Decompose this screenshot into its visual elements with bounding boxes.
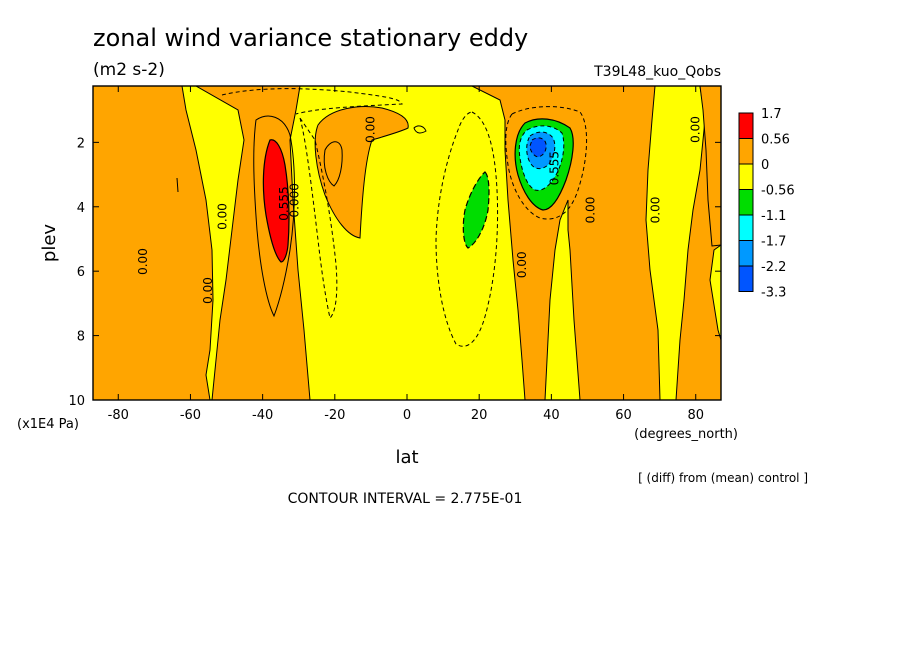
plot-area xyxy=(93,86,721,400)
x-axis: -80 -60 -40 -20 0 20 40 60 80 xyxy=(108,86,704,423)
diff-note: [ (diff) from (mean) control ] xyxy=(638,471,808,485)
y-axis-label: plev xyxy=(39,224,60,263)
legend-level: -0.56 xyxy=(761,184,795,199)
y-axis-units: (x1E4 Pa) xyxy=(17,417,79,432)
legend-level: 0 xyxy=(761,158,769,173)
positive-region-north-edge xyxy=(699,86,721,247)
contour-label: 0.00 xyxy=(201,277,215,304)
positive-region-southpole xyxy=(93,86,214,400)
legend-swatch xyxy=(738,240,754,267)
contour-label: 0.555 xyxy=(277,186,291,220)
x-tick-label: -40 xyxy=(252,408,273,423)
legend-level: 0.56 xyxy=(761,133,790,148)
negative-core-blue xyxy=(529,137,547,158)
positive-region-tropical-lobe xyxy=(314,106,409,239)
legend-swatch xyxy=(738,112,754,139)
contour-label: 0.00 xyxy=(136,248,150,275)
x-tick-label: 80 xyxy=(687,408,704,423)
negative-contour-tropical xyxy=(435,111,499,347)
x-tick-label: 60 xyxy=(615,408,632,423)
negative-contour-south xyxy=(299,117,338,319)
x-tick-label: -60 xyxy=(180,408,201,423)
contour-label: 0.000 xyxy=(288,183,302,217)
chart-title: zonal wind variance stationary eddy xyxy=(93,24,528,52)
y-tick-label: 2 xyxy=(77,136,85,151)
contour-labels: 0.000.000.000.000.000.00 0.000.000.5550.0… xyxy=(136,116,702,304)
positive-contour-south xyxy=(253,115,295,318)
y-tick-label: 10 xyxy=(68,394,85,409)
legend-swatch xyxy=(738,214,754,241)
legend-swatch xyxy=(738,265,754,292)
legend-level: -3.3 xyxy=(761,286,786,301)
contour-label: 0.00 xyxy=(216,203,230,230)
legend-level: -2.2 xyxy=(761,260,786,275)
color-legend: 1.7 0.56 0 -0.56 -1.1 -1.7 -2.2 -3.3 xyxy=(738,107,795,301)
contour-label: 0.00 xyxy=(364,116,378,143)
y-axis: 2 4 6 8 10 xyxy=(68,136,721,409)
legend-swatch xyxy=(738,163,754,190)
x-tick-label: -80 xyxy=(108,408,129,423)
x-axis-units: (degrees_north) xyxy=(634,427,738,442)
chart-units: (m2 s-2) xyxy=(93,60,165,80)
strong-positive-core xyxy=(262,139,290,263)
x-tick-label: -20 xyxy=(324,408,345,423)
contour-southern-tick xyxy=(176,177,179,193)
contour-label: 0.00 xyxy=(688,116,702,143)
x-tick-label: 20 xyxy=(471,408,488,423)
contour-label: 0.00 xyxy=(649,197,663,224)
positive-contour-lobe-inner xyxy=(323,141,343,187)
y-tick-label: 4 xyxy=(77,201,85,216)
y-tick-label: 6 xyxy=(77,265,85,280)
negative-contour-north xyxy=(505,106,587,220)
legend-level: 1.7 xyxy=(761,107,782,122)
legend-swatch xyxy=(738,138,754,165)
contour-label: 0.00 xyxy=(515,251,529,278)
run-label: T39L48_kuo_Qobs xyxy=(593,64,721,80)
contour-label: 0.00 xyxy=(584,197,598,224)
legend-level: -1.7 xyxy=(761,235,786,250)
legend-level: -1.1 xyxy=(761,209,786,224)
x-tick-label: 40 xyxy=(543,408,560,423)
x-tick-label: 0 xyxy=(403,408,411,423)
y-tick-label: 8 xyxy=(77,330,85,345)
negative-region-tropical xyxy=(462,171,490,249)
negative-contour-top xyxy=(221,88,403,115)
contour-interval: CONTOUR INTERVAL = 2.775E-01 xyxy=(288,491,523,507)
contour-label: 0.555 xyxy=(548,151,562,185)
positive-region-north-tongue xyxy=(645,86,706,400)
x-axis-label: lat xyxy=(395,447,418,468)
positive-contour-small xyxy=(413,125,427,134)
legend-swatch xyxy=(738,189,754,216)
